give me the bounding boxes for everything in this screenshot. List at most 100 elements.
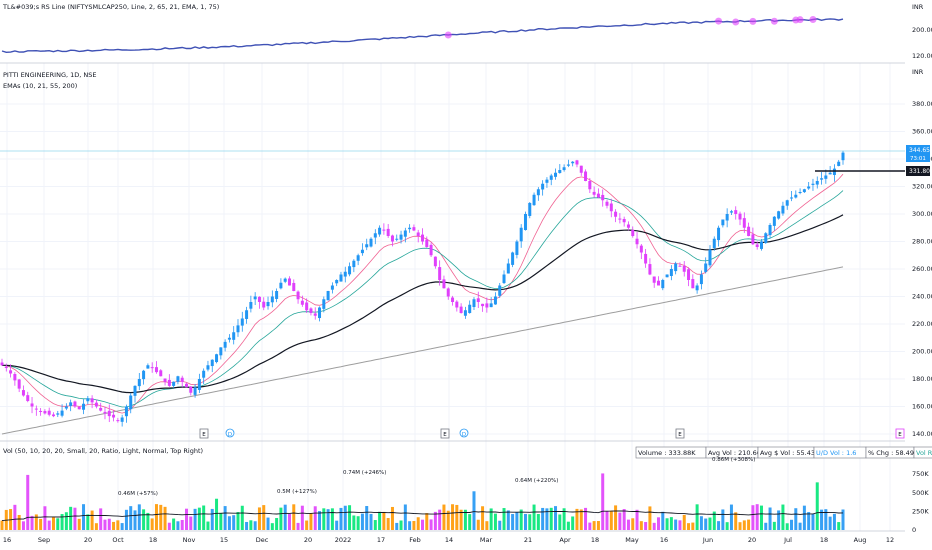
candle-body [13, 373, 17, 381]
candle-body [794, 194, 798, 198]
volume-bar [498, 520, 502, 530]
volume-bar [579, 509, 583, 530]
volume-bar [712, 511, 716, 530]
volume-bar [309, 513, 313, 530]
price-tick-label: 320.00 [912, 183, 932, 191]
volume-tick-label: 250K [912, 507, 929, 515]
candle-body [103, 411, 107, 414]
candle-body [408, 227, 412, 230]
candle-body [300, 300, 304, 305]
volume-bar [133, 510, 137, 530]
candle-body [759, 241, 763, 249]
candle-body [541, 183, 545, 190]
candle-body [584, 171, 588, 181]
candle-body [841, 152, 845, 161]
candle-body [172, 381, 176, 386]
volume-bar [687, 523, 691, 530]
candle-body [601, 194, 605, 201]
candle-body [94, 402, 98, 407]
rs-new-high-dot [749, 17, 757, 25]
volume-bar [661, 511, 665, 530]
volume-bar [626, 519, 630, 530]
candle-body [498, 285, 502, 296]
candle-body [322, 299, 326, 309]
volume-bar [798, 522, 802, 530]
ema-lines [1, 173, 844, 435]
volume-bar [451, 504, 455, 530]
candle-body [335, 280, 339, 284]
volume-bar [747, 519, 751, 530]
volume-bar [26, 474, 30, 530]
volume-bar [485, 521, 489, 530]
bar-countdown: 73:01 [910, 156, 926, 162]
candle-body [824, 175, 828, 179]
candle-body [416, 232, 420, 236]
volume-bar [802, 505, 806, 530]
rs-new-high-dot [732, 18, 740, 26]
volume-bar [614, 505, 618, 530]
volume-bar [777, 510, 781, 530]
volume-bar [506, 510, 510, 530]
candle-body [356, 255, 360, 261]
candle-body [635, 238, 639, 245]
volume-bar [472, 491, 476, 530]
volume-bar [820, 509, 824, 530]
volume-bar [257, 507, 261, 530]
candle-body [605, 201, 609, 206]
volume-bar [596, 521, 600, 530]
price-tick-label: 380.00 [912, 100, 932, 108]
volume-bar [588, 522, 592, 530]
candle-body [180, 377, 184, 382]
candle-body [523, 214, 527, 231]
volume-bar [60, 514, 64, 530]
candle-body [682, 265, 686, 272]
volume-bar [751, 505, 755, 530]
volume-bar [287, 513, 291, 530]
candle-body [245, 310, 249, 319]
volume-bar [206, 521, 210, 530]
candle-body [790, 197, 794, 199]
candle-body [167, 379, 171, 386]
volume-bar [253, 521, 257, 530]
volume-bar [318, 511, 322, 530]
candle-body [669, 269, 673, 277]
volume-bar [34, 514, 38, 530]
price-tick-label: 240.00 [912, 293, 932, 301]
volume-bar [635, 509, 639, 530]
x-tick-label: Aug [854, 536, 867, 544]
candle-body [26, 395, 30, 401]
volume-bar [232, 515, 236, 530]
volume-bar [112, 521, 116, 530]
volume-bar [622, 509, 626, 530]
candle-body [614, 211, 618, 217]
rs-tick-200: 200.00 [912, 26, 932, 34]
candle-body [279, 282, 283, 289]
volume-tick-label: 0 [912, 526, 916, 534]
candle-body [124, 406, 128, 417]
volume-bar [159, 504, 163, 530]
candle-body [772, 216, 776, 226]
volume-bar [446, 510, 450, 530]
candle-body [446, 288, 450, 297]
candle-body [257, 296, 261, 302]
x-tick-label: Feb [409, 536, 421, 544]
stats-cell-text: U/D Vol : 1.6 [816, 449, 856, 457]
ema-21-line [1, 190, 844, 408]
candle-body [618, 218, 622, 220]
candle-body [704, 263, 708, 272]
candle-body [515, 241, 519, 255]
candle-body [47, 410, 51, 415]
candle-body [798, 192, 802, 193]
volume-bar [124, 509, 128, 530]
volume-bar [837, 522, 841, 530]
event-marker-label: E [678, 432, 682, 438]
volume-bar [481, 506, 485, 530]
volume-bar [832, 513, 836, 530]
candle-body [223, 341, 227, 348]
candle-body [193, 387, 197, 395]
volume-bar [116, 520, 120, 530]
candle-body [215, 354, 219, 363]
candle-body [107, 410, 111, 417]
x-tick-label: 16 [660, 536, 668, 544]
